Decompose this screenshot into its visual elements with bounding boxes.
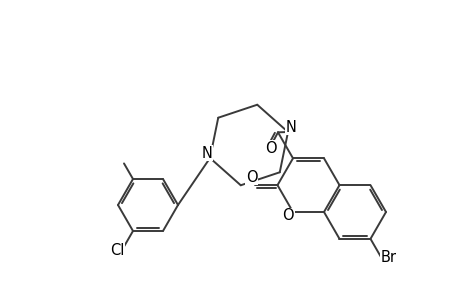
Text: O: O bbox=[245, 170, 257, 185]
Text: O: O bbox=[264, 141, 276, 156]
Text: Br: Br bbox=[380, 250, 396, 266]
Text: O: O bbox=[281, 208, 293, 224]
Text: Cl: Cl bbox=[110, 242, 124, 257]
Text: N: N bbox=[285, 119, 296, 134]
Text: N: N bbox=[201, 146, 212, 160]
